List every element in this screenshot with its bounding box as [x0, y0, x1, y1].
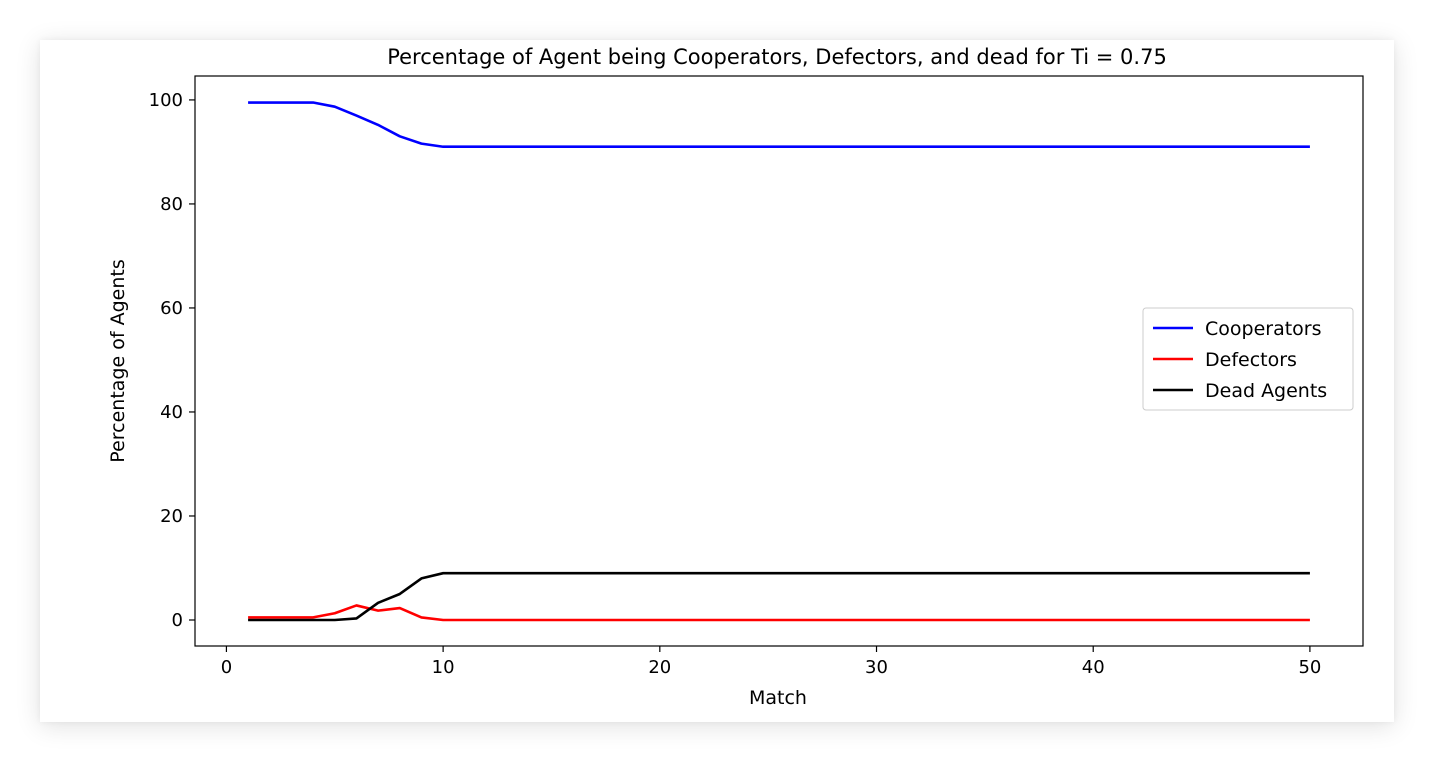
series-line-0: [248, 101, 1310, 149]
y-tick-label-0: 0: [172, 610, 183, 631]
plot-area: [248, 101, 1310, 622]
x-tick-label-0: 0: [221, 657, 232, 678]
legend: Cooperators Defectors Dead Agents: [1142, 307, 1354, 411]
x-axis-label: Match: [749, 687, 807, 709]
x-tick-label-4: 40: [1082, 657, 1105, 678]
legend-label-2: Dead Agents: [1205, 380, 1327, 402]
chart-title: Percentage of Agent being Cooperators, D…: [387, 45, 1167, 69]
x-tick-label-3: 30: [865, 657, 888, 678]
chart-card: Percentage of Agent being Cooperators, D…: [40, 40, 1394, 722]
axis-ticks: 0 10 20 30 40 50 0 20 40 60 80 100: [149, 90, 1322, 678]
y-tick-label-5: 100: [149, 90, 183, 111]
y-tick-label-1: 20: [160, 506, 183, 527]
y-tick-label-4: 80: [160, 194, 183, 215]
x-tick-label-2: 20: [648, 657, 671, 678]
x-tick-label-5: 50: [1298, 657, 1321, 678]
series-line-1: [248, 604, 1310, 622]
line-chart: Percentage of Agent being Cooperators, D…: [107, 45, 1364, 709]
legend-box: [1142, 307, 1354, 411]
legend-label-0: Cooperators: [1205, 318, 1322, 340]
axes-frame: [194, 75, 1364, 647]
legend-label-1: Defectors: [1205, 349, 1297, 371]
y-axis-label: Percentage of Agents: [107, 259, 129, 462]
x-tick-label-1: 10: [432, 657, 455, 678]
series-line-2: [248, 571, 1310, 622]
y-tick-label-3: 60: [160, 298, 183, 319]
y-tick-label-2: 40: [160, 402, 183, 423]
